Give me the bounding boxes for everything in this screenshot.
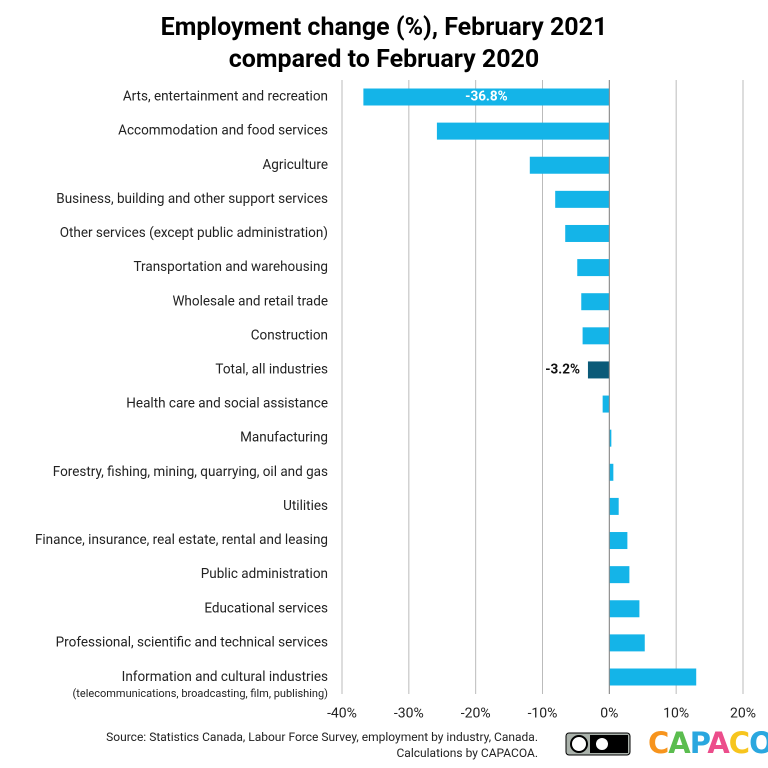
y-tick-label: Health care and social assistance <box>126 396 328 412</box>
bar <box>602 395 610 413</box>
y-tick-label: Total, all industries <box>215 362 328 378</box>
x-tick-label: -30% <box>394 706 424 722</box>
value-label: -36.8% <box>465 89 507 105</box>
y-tick-label: Agriculture <box>262 157 328 173</box>
bar <box>609 497 619 515</box>
x-tick-label: 10% <box>663 706 689 722</box>
x-tick-label: 20% <box>730 706 756 722</box>
y-tick-label: Educational services <box>204 600 328 616</box>
bar <box>587 361 610 379</box>
bar <box>609 668 697 686</box>
chart-title: Employment change (%), February 2021 com… <box>160 13 608 74</box>
y-tick-label: Transportation and warehousing <box>133 259 328 275</box>
bar <box>609 429 612 447</box>
x-tick-label: 0% <box>600 706 618 722</box>
y-tick-label: Utilities <box>283 498 328 514</box>
bar <box>555 190 610 208</box>
y-tick-label: Accommodation and food services <box>118 123 328 139</box>
bar <box>609 463 614 481</box>
bar <box>609 634 645 652</box>
y-tick-label: Public administration <box>201 566 328 582</box>
bar <box>565 224 610 242</box>
y-tick-label: Information and cultural industries (tele… <box>73 669 329 700</box>
bar <box>609 532 628 550</box>
bar <box>609 600 640 618</box>
y-tick-label: Wholesale and retail trade <box>172 293 328 309</box>
cc-badge <box>565 732 631 756</box>
bar <box>363 88 610 106</box>
bar <box>581 293 610 311</box>
y-tick-label: Manufacturing <box>240 430 328 446</box>
y-tick-label: Arts, entertainment and recreation <box>123 89 328 105</box>
y-tick-label: Other services (except public administra… <box>60 225 328 241</box>
logo: CAPACOA <box>648 726 768 760</box>
y-tick-label: Finance, insurance, real estate, rental … <box>35 532 328 548</box>
bar <box>609 566 630 584</box>
y-tick-label: Professional, scientific and technical s… <box>56 634 328 650</box>
bar <box>436 122 610 140</box>
x-tick-label: -20% <box>461 706 491 722</box>
x-tick-label: -10% <box>528 706 558 722</box>
y-tick-label: Forestry, fishing, mining, quarrying, oi… <box>53 464 328 480</box>
source-note: Source: Statistics Canada, Labour Force … <box>106 730 538 760</box>
value-label: -3.2% <box>545 362 580 378</box>
bar <box>577 259 610 277</box>
y-tick-label: Construction <box>251 327 328 343</box>
x-tick-label: -40% <box>327 706 357 722</box>
y-tick-label: Business, building and other support ser… <box>56 191 328 207</box>
bar <box>582 327 610 345</box>
bar <box>529 156 610 174</box>
